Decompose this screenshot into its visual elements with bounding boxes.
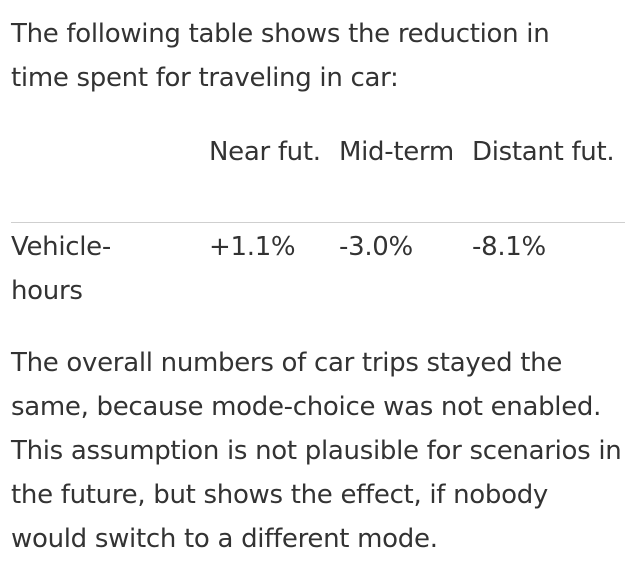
table-header-divider (11, 222, 625, 223)
column-header-distant-future: Distant fut. (472, 137, 615, 167)
cell-near-future: +1.1% (209, 232, 296, 262)
column-header-mid-term: Mid-term (339, 137, 454, 167)
outro-paragraph: The overall numbers of car trips stayed … (11, 348, 622, 554)
intro-paragraph: The following table shows the reduction … (11, 19, 550, 93)
cell-mid-term: -3.0% (339, 232, 413, 262)
cell-distant-future: -8.1% (472, 232, 546, 262)
row-label-vehicle-hours: Vehicle-hours (11, 232, 111, 306)
column-header-near-future: Near fut. (209, 137, 321, 167)
